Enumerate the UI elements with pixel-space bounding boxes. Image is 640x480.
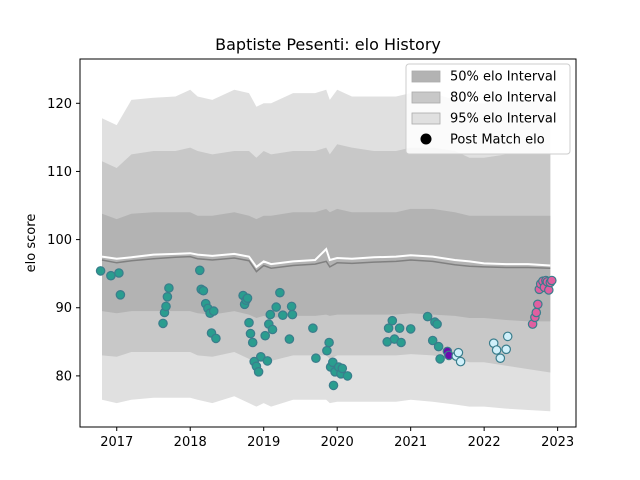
axes: 2017 2018 2019 2020 2021 2022 2023 80 90 100 110 12… bbox=[47, 58, 577, 450]
legend-label: 50% elo Interval bbox=[450, 70, 557, 85]
data-point bbox=[244, 317, 254, 328]
data-point bbox=[433, 341, 444, 352]
y-tick-label: 110 bbox=[47, 165, 72, 180]
band-50 bbox=[102, 208, 551, 322]
y-tick-label: 100 bbox=[47, 233, 72, 248]
x-tick-label: 2023 bbox=[541, 435, 574, 450]
series-3 bbox=[527, 275, 557, 329]
x-tick-label: 2017 bbox=[100, 435, 133, 450]
data-point bbox=[275, 287, 285, 298]
data-point bbox=[453, 347, 464, 358]
data-point bbox=[422, 311, 433, 322]
data-point bbox=[387, 315, 398, 326]
data-point bbox=[495, 353, 506, 363]
data-point bbox=[161, 301, 171, 312]
chart-title: Baptiste Pesenti: elo History bbox=[215, 35, 441, 54]
data-point bbox=[491, 345, 502, 355]
data-point bbox=[455, 356, 466, 367]
y-tick-label: 90 bbox=[55, 301, 72, 316]
series-1 bbox=[442, 346, 454, 361]
data-point bbox=[383, 323, 394, 333]
data-point bbox=[95, 266, 106, 276]
data-point bbox=[198, 285, 209, 296]
legend-swatch bbox=[411, 70, 441, 83]
data-point bbox=[208, 306, 219, 316]
data-point bbox=[265, 309, 276, 320]
y-tick-label: 80 bbox=[55, 369, 72, 384]
data-point bbox=[164, 283, 174, 293]
data-point bbox=[427, 335, 438, 346]
data-point bbox=[277, 310, 288, 320]
data-point bbox=[435, 354, 445, 364]
data-point bbox=[260, 330, 270, 341]
data-point bbox=[322, 345, 332, 356]
data-point bbox=[531, 307, 542, 318]
y-axis-label: elo score bbox=[24, 214, 39, 273]
data-point bbox=[432, 319, 442, 329]
x-tick-label: 2021 bbox=[394, 435, 427, 450]
data-point bbox=[162, 291, 173, 302]
data-point bbox=[114, 268, 124, 278]
plot-content bbox=[95, 89, 557, 412]
data-point bbox=[245, 328, 256, 339]
data-point bbox=[328, 380, 339, 391]
plot-area bbox=[95, 89, 557, 412]
x-tick-label: 2018 bbox=[174, 435, 207, 450]
data-point bbox=[267, 324, 278, 335]
data-point bbox=[195, 265, 205, 276]
data-point bbox=[501, 344, 511, 355]
data-point bbox=[308, 323, 318, 333]
legend-label: Post Match elo bbox=[450, 133, 545, 148]
x-tick-label: 2020 bbox=[321, 435, 354, 450]
data-point bbox=[342, 371, 353, 381]
legend-label: 95% elo Interval bbox=[450, 112, 557, 127]
data-point bbox=[271, 302, 281, 312]
series-0 bbox=[95, 265, 445, 391]
data-point bbox=[502, 331, 513, 342]
plot-frame bbox=[79, 58, 577, 428]
data-point bbox=[262, 356, 273, 366]
data-point bbox=[247, 337, 258, 348]
data-point bbox=[546, 275, 557, 286]
x-tick-label: 2022 bbox=[468, 435, 501, 450]
data-point bbox=[324, 337, 334, 348]
legend-swatch bbox=[411, 112, 441, 125]
mean-highlight-line bbox=[101, 247, 551, 269]
data-point bbox=[337, 363, 348, 374]
data-point bbox=[242, 293, 253, 303]
data-point bbox=[284, 334, 295, 344]
data-point bbox=[253, 366, 264, 377]
data-point bbox=[532, 299, 543, 310]
legend-swatch bbox=[411, 91, 441, 104]
legend-marker bbox=[420, 133, 432, 145]
data-point bbox=[405, 324, 416, 334]
legend-box bbox=[405, 63, 571, 155]
data-point bbox=[287, 309, 298, 320]
data-point bbox=[115, 289, 126, 300]
data-point bbox=[211, 333, 221, 344]
x-tick-label: 2019 bbox=[247, 435, 280, 450]
legend-label: 80% elo Interval bbox=[450, 91, 557, 106]
series-2 bbox=[451, 331, 513, 367]
mean-line bbox=[101, 255, 551, 273]
data-point bbox=[106, 270, 116, 281]
y-tick-label: 120 bbox=[47, 97, 72, 112]
data-point bbox=[394, 323, 405, 333]
data-point bbox=[286, 301, 297, 312]
data-point bbox=[311, 353, 321, 363]
data-point bbox=[158, 318, 168, 329]
data-point bbox=[396, 337, 406, 348]
legend: 50% elo Interval 80% elo Interval 95% elo … bbox=[405, 63, 571, 155]
